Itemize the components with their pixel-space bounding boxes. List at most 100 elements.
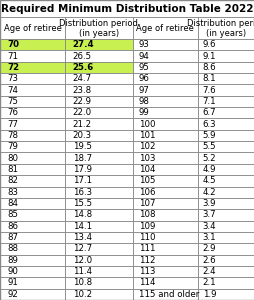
Bar bbox=[132, 107, 197, 118]
Text: 9.1: 9.1 bbox=[202, 52, 215, 61]
Bar bbox=[197, 62, 254, 73]
Bar bbox=[197, 152, 254, 164]
Bar bbox=[0, 84, 65, 96]
Bar bbox=[132, 243, 197, 255]
Text: 3.9: 3.9 bbox=[202, 199, 215, 208]
Text: 77: 77 bbox=[8, 120, 19, 129]
Text: 83: 83 bbox=[8, 188, 19, 197]
Bar bbox=[65, 39, 132, 50]
Text: 96: 96 bbox=[138, 74, 149, 83]
Text: 15.5: 15.5 bbox=[72, 199, 91, 208]
Text: 11.4: 11.4 bbox=[72, 267, 91, 276]
Text: Required Minimum Distribution Table 2022: Required Minimum Distribution Table 2022 bbox=[1, 4, 253, 14]
Bar bbox=[197, 255, 254, 266]
Bar bbox=[65, 164, 132, 175]
Text: 26.5: 26.5 bbox=[72, 52, 91, 61]
Bar bbox=[132, 62, 197, 73]
Text: 3.7: 3.7 bbox=[202, 210, 215, 219]
Text: 8.6: 8.6 bbox=[202, 63, 215, 72]
Bar bbox=[132, 50, 197, 62]
Bar bbox=[65, 50, 132, 62]
Bar bbox=[0, 209, 65, 220]
Bar bbox=[132, 255, 197, 266]
Text: 73: 73 bbox=[8, 74, 19, 83]
Bar bbox=[65, 232, 132, 243]
Text: 78: 78 bbox=[8, 131, 19, 140]
Bar bbox=[197, 39, 254, 50]
Text: 106: 106 bbox=[138, 188, 155, 197]
Bar bbox=[65, 118, 132, 130]
Text: 25.6: 25.6 bbox=[72, 63, 93, 72]
Text: 105: 105 bbox=[138, 176, 155, 185]
Text: 115 and older: 115 and older bbox=[138, 290, 198, 299]
Bar bbox=[65, 84, 132, 96]
Bar bbox=[65, 152, 132, 164]
Bar bbox=[65, 266, 132, 277]
Text: 1.9: 1.9 bbox=[202, 290, 215, 299]
Bar bbox=[0, 198, 65, 209]
Text: 22.9: 22.9 bbox=[72, 97, 91, 106]
Text: 10.2: 10.2 bbox=[72, 290, 91, 299]
Text: 94: 94 bbox=[138, 52, 149, 61]
Text: 2.4: 2.4 bbox=[202, 267, 215, 276]
Bar bbox=[132, 17, 197, 39]
Text: 74: 74 bbox=[8, 85, 19, 94]
Text: 108: 108 bbox=[138, 210, 155, 219]
Bar bbox=[65, 96, 132, 107]
Text: 95: 95 bbox=[138, 63, 149, 72]
Text: 9.6: 9.6 bbox=[202, 40, 215, 49]
Bar bbox=[132, 118, 197, 130]
Bar bbox=[0, 255, 65, 266]
Text: 75: 75 bbox=[8, 97, 19, 106]
Bar bbox=[197, 266, 254, 277]
Bar bbox=[0, 17, 65, 39]
Text: 2.9: 2.9 bbox=[202, 244, 215, 253]
Bar bbox=[0, 266, 65, 277]
Bar bbox=[132, 96, 197, 107]
Text: 100: 100 bbox=[138, 120, 155, 129]
Bar bbox=[65, 130, 132, 141]
Text: Distribution period
(in years): Distribution period (in years) bbox=[186, 19, 254, 38]
Text: 76: 76 bbox=[8, 108, 19, 117]
Bar bbox=[0, 187, 65, 198]
Bar bbox=[197, 232, 254, 243]
Bar bbox=[65, 255, 132, 266]
Bar bbox=[65, 277, 132, 289]
Text: 90: 90 bbox=[8, 267, 19, 276]
Text: 84: 84 bbox=[8, 199, 19, 208]
Bar bbox=[0, 62, 65, 73]
Bar bbox=[0, 232, 65, 243]
Bar bbox=[132, 232, 197, 243]
Bar bbox=[197, 84, 254, 96]
Text: 86: 86 bbox=[8, 222, 19, 231]
Bar bbox=[132, 175, 197, 187]
Text: 17.1: 17.1 bbox=[72, 176, 91, 185]
Bar bbox=[197, 277, 254, 289]
Text: 12.7: 12.7 bbox=[72, 244, 91, 253]
Text: 82: 82 bbox=[8, 176, 19, 185]
Bar bbox=[197, 118, 254, 130]
Text: 87: 87 bbox=[8, 233, 19, 242]
Bar bbox=[0, 164, 65, 175]
Text: 109: 109 bbox=[138, 222, 155, 231]
Text: 72: 72 bbox=[8, 63, 20, 72]
Text: 7.6: 7.6 bbox=[202, 85, 215, 94]
Text: 5.5: 5.5 bbox=[202, 142, 215, 151]
Text: 27.4: 27.4 bbox=[72, 40, 94, 49]
Bar bbox=[132, 266, 197, 277]
Text: 6.7: 6.7 bbox=[202, 108, 215, 117]
Text: 114: 114 bbox=[138, 278, 155, 287]
Text: 98: 98 bbox=[138, 97, 149, 106]
Text: 111: 111 bbox=[138, 244, 155, 253]
Text: 14.1: 14.1 bbox=[72, 222, 91, 231]
Text: 101: 101 bbox=[138, 131, 155, 140]
Bar bbox=[197, 220, 254, 232]
Bar bbox=[65, 198, 132, 209]
Text: 99: 99 bbox=[138, 108, 149, 117]
Bar bbox=[0, 141, 65, 152]
Bar bbox=[65, 141, 132, 152]
Bar bbox=[65, 62, 132, 73]
Text: 4.2: 4.2 bbox=[202, 188, 215, 197]
Text: 92: 92 bbox=[8, 290, 19, 299]
Text: 89: 89 bbox=[8, 256, 19, 265]
